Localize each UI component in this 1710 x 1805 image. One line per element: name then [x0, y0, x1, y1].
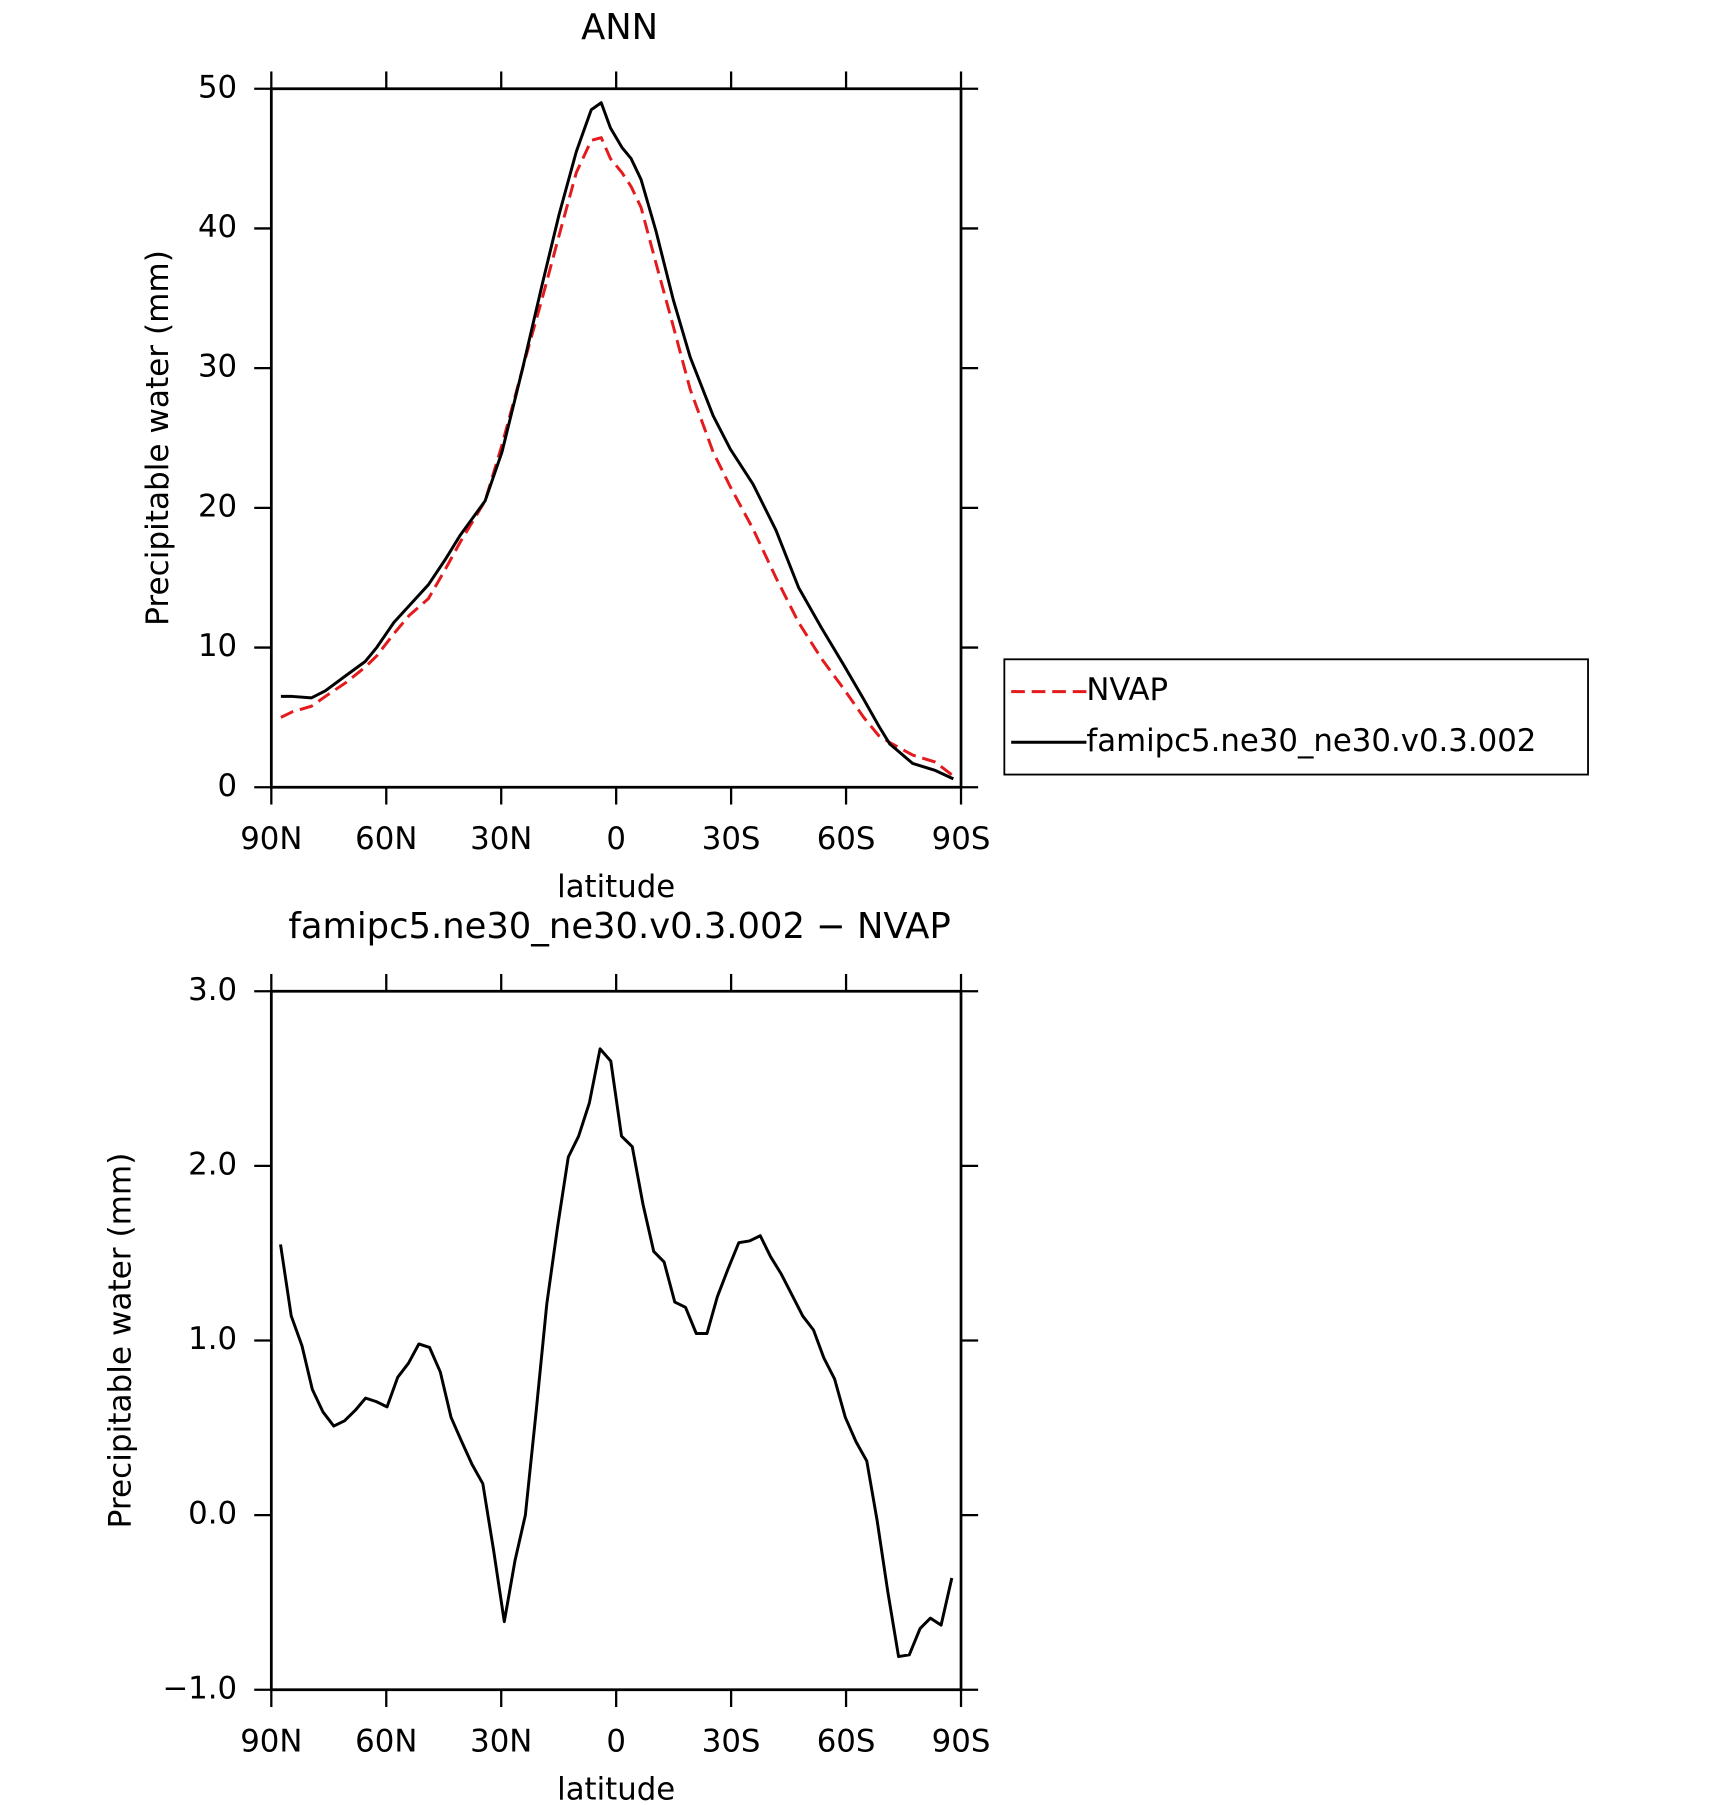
x-tick-label: 90S [932, 821, 991, 857]
y-tick-label: 20 [198, 488, 237, 524]
chart-title: ANN [581, 7, 658, 48]
data-line [280, 136, 955, 778]
x-tick-label: 60N [355, 821, 417, 857]
y-tick-label: 2.0 [188, 1146, 237, 1182]
x-tick-label: 60S [817, 821, 876, 857]
x-tick-label: 60N [355, 1723, 417, 1759]
x-tick-label: 30N [470, 1723, 532, 1759]
y-tick-label: 1.0 [188, 1321, 237, 1357]
data-line [280, 101, 954, 781]
x-tick-label: 0 [606, 821, 626, 857]
chart-title: famipc5.ne30_ne30.v0.3.002 − NVAP [288, 906, 950, 947]
legend-label: NVAP [1086, 672, 1168, 708]
y-tick-label: 50 [198, 69, 237, 105]
x-tick-label: 60S [817, 1723, 876, 1759]
x-tick-label: 90N [240, 821, 302, 857]
y-tick-label: 30 [198, 349, 237, 385]
y-tick-label: 0 [218, 768, 238, 804]
x-axis-label: latitude [557, 869, 675, 905]
plot-frame [269, 989, 963, 1692]
y-axis-label: Precipitable water (mm) [103, 1153, 139, 1529]
x-tick-label: 90N [240, 1723, 302, 1759]
y-tick-label: 40 [198, 209, 237, 245]
y-tick-label: 0.0 [188, 1496, 237, 1532]
plot-frame [269, 87, 963, 789]
y-tick-label: −1.0 [162, 1670, 237, 1706]
x-tick-label: 30S [702, 821, 761, 857]
x-tick-label: 30S [702, 1723, 761, 1759]
legend-box [1003, 658, 1589, 776]
legend-label: famipc5.ne30_ne30.v0.3.002 [1086, 723, 1536, 759]
data-line [279, 1047, 954, 1659]
y-axis-label: Precipitable water (mm) [140, 250, 176, 626]
x-tick-label: 0 [606, 1723, 626, 1759]
y-tick-label: 10 [198, 628, 237, 664]
x-tick-label: 90S [932, 1723, 991, 1759]
y-tick-label: 3.0 [188, 972, 237, 1008]
x-axis-label: latitude [557, 1772, 675, 1805]
x-tick-label: 30N [470, 821, 532, 857]
